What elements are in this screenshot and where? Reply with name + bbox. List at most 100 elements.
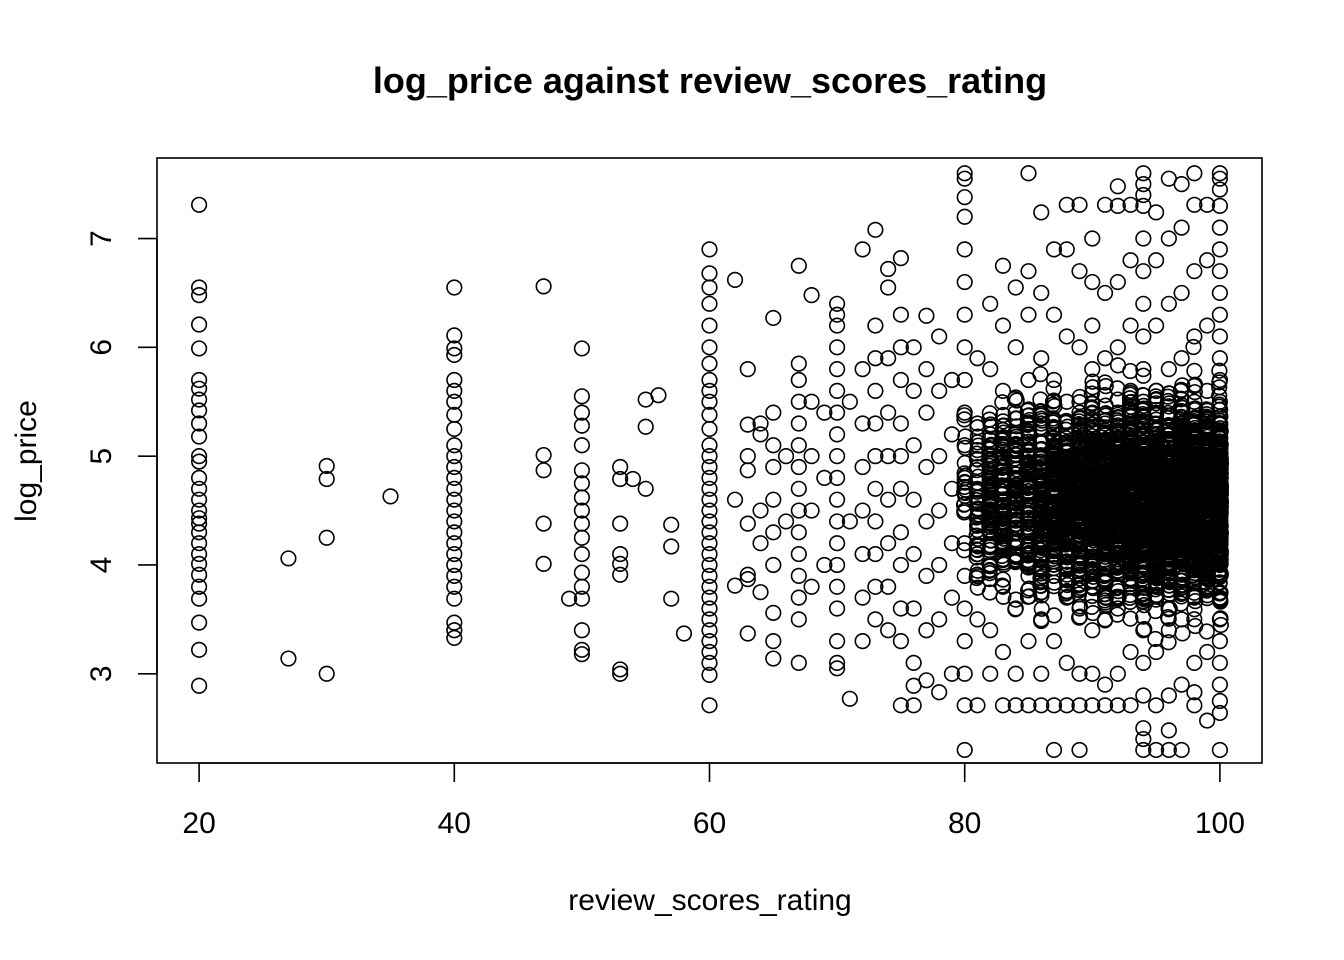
data-point	[612, 665, 629, 682]
data-point	[561, 590, 578, 607]
data-point	[1071, 519, 1088, 536]
data-point	[956, 502, 973, 519]
data-point	[1173, 492, 1191, 509]
data-point	[994, 317, 1012, 334]
data-point	[956, 474, 974, 491]
data-point	[1033, 612, 1050, 630]
data-point	[956, 273, 973, 291]
data-point	[790, 524, 807, 541]
data-point	[994, 449, 1011, 467]
data-point	[1110, 554, 1127, 571]
data-point	[956, 665, 973, 682]
data-point	[1058, 196, 1075, 213]
data-point	[191, 380, 208, 397]
data-point	[650, 387, 667, 404]
data-point	[867, 448, 884, 465]
data-point	[382, 488, 399, 505]
data-point	[982, 514, 999, 531]
data-point	[1020, 633, 1037, 650]
data-point	[854, 589, 871, 606]
data-point	[1160, 503, 1177, 520]
data-point	[1109, 665, 1126, 682]
data-point	[828, 426, 846, 443]
data-point	[765, 404, 782, 421]
data-point	[1071, 196, 1088, 213]
data-point	[675, 625, 693, 642]
data-point	[1212, 499, 1229, 516]
data-point	[790, 257, 807, 274]
data-point	[956, 208, 973, 225]
data-point	[701, 600, 718, 617]
data-point	[854, 458, 871, 476]
data-point	[1084, 665, 1101, 682]
data-point	[1148, 515, 1165, 532]
data-point	[752, 502, 769, 519]
data-point	[905, 545, 922, 563]
data-point	[1007, 279, 1024, 296]
data-point	[943, 371, 961, 389]
data-point	[1121, 426, 1139, 444]
y-tick-label: 5	[85, 448, 118, 465]
data-point	[318, 529, 335, 546]
data-point	[191, 545, 208, 563]
data-point	[880, 404, 897, 421]
data-point	[701, 371, 718, 389]
data-point	[1148, 382, 1165, 399]
data-point	[867, 350, 884, 367]
data-point	[1032, 391, 1049, 408]
data-point	[918, 404, 935, 421]
data-point	[1084, 230, 1101, 247]
data-point	[1173, 510, 1191, 527]
data-point	[446, 535, 463, 552]
data-point	[612, 470, 629, 488]
data-point	[280, 650, 297, 667]
data-point	[1097, 425, 1114, 442]
data-point	[1032, 450, 1049, 467]
data-point	[1122, 252, 1139, 269]
data-point	[1186, 196, 1203, 213]
data-point	[1007, 601, 1024, 618]
data-point	[1211, 440, 1228, 458]
data-point	[828, 578, 846, 595]
data-point	[1058, 486, 1075, 503]
data-point	[828, 469, 846, 487]
data-point	[191, 566, 208, 583]
data-point	[1147, 697, 1165, 714]
data-point	[1046, 440, 1063, 457]
data-point	[1173, 403, 1190, 420]
data-point	[956, 600, 973, 617]
x-tick-label: 80	[948, 807, 981, 840]
data-point	[1097, 594, 1114, 611]
data-point	[701, 448, 718, 465]
data-point	[1135, 741, 1152, 759]
data-point	[726, 577, 744, 594]
data-point	[828, 633, 846, 650]
data-point	[191, 196, 208, 213]
data-point	[982, 622, 999, 639]
data-point	[1122, 697, 1139, 714]
data-point	[1199, 643, 1216, 661]
data-point	[701, 524, 718, 541]
data-point	[828, 317, 846, 334]
data-point	[790, 393, 807, 410]
data-point	[1186, 263, 1203, 280]
data-point	[1084, 697, 1101, 714]
data-point	[1071, 536, 1088, 554]
data-point	[446, 622, 463, 639]
data-point	[1135, 507, 1152, 524]
data-point	[828, 535, 846, 552]
data-point	[841, 393, 858, 410]
data-point	[1199, 196, 1216, 213]
data-point	[1071, 741, 1088, 759]
data-point	[446, 567, 463, 584]
data-point	[867, 545, 884, 563]
data-point	[752, 415, 769, 432]
data-point	[1045, 540, 1062, 558]
data-point	[191, 555, 208, 572]
data-point	[1135, 367, 1152, 384]
data-point	[1084, 622, 1101, 639]
data-point	[1109, 339, 1126, 356]
data-point	[1020, 306, 1037, 323]
data-point	[1045, 418, 1062, 436]
data-point	[918, 513, 935, 530]
